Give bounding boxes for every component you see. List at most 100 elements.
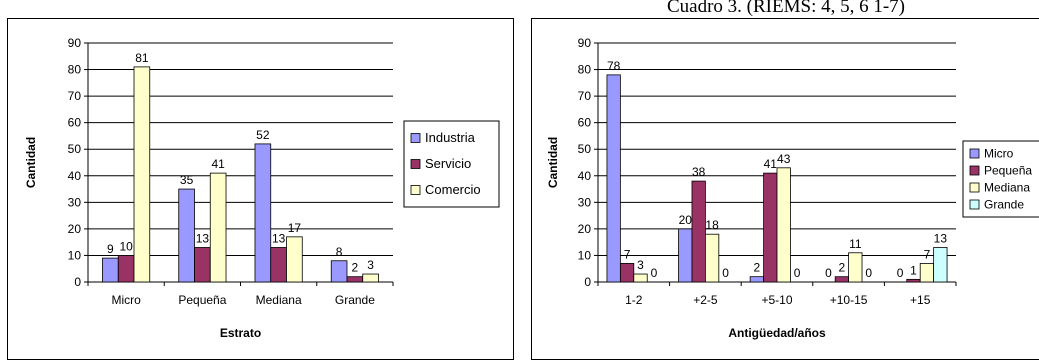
data-label-pequeña-4: 1 [910, 263, 917, 277]
bar-industria-1 [178, 188, 195, 283]
bar-mediana-3 [848, 252, 863, 283]
y-tick-label-8: 80 [68, 63, 82, 77]
data-label-comercio-3: 3 [367, 258, 374, 272]
y-tick-label-0: 0 [74, 275, 81, 289]
y-tick-label-8: 80 [578, 63, 592, 77]
data-label-pequeña-0: 7 [624, 247, 631, 261]
bar-mediana-1 [704, 233, 720, 283]
data-label-pequeña-1: 38 [692, 165, 706, 179]
x-tick-label-1: +2-5 [693, 293, 718, 307]
x-tick-label-2: Mediana [256, 293, 302, 307]
bar-industria-0 [102, 257, 119, 283]
data-label-pequeña-3: 2 [839, 261, 846, 275]
bar-comercio-2 [286, 236, 303, 283]
y-tick-label-1: 10 [578, 248, 592, 262]
bar-pequeña-1 [691, 180, 706, 283]
chart-estrato: 0 10 20 30 40 50 60 70 80 90 Micro Pequeña Mediana Gr… [24, 36, 500, 340]
data-label-servicio-0: 10 [119, 239, 133, 253]
data-label-servicio-3: 2 [352, 261, 359, 275]
data-label-industria-3: 8 [336, 245, 343, 259]
data-label-mediana-4: 7 [924, 247, 931, 261]
data-label-grande-1: 0 [722, 266, 729, 280]
data-label-grande-0: 0 [651, 266, 658, 280]
y-tick-label-2: 20 [68, 222, 82, 236]
legend-label-pequeña: Pequeña [984, 164, 1032, 178]
y-axis-title: Cantidad [24, 137, 38, 188]
y-tick-label-6: 60 [578, 116, 592, 130]
data-label-comercio-0: 81 [135, 51, 149, 65]
x-tick-label-0: Micro [111, 293, 141, 307]
page-header: Cuadro 3. (RIEMS: 4, 5, 6 1-7) [0, 0, 1039, 18]
x-tick-label-1: Pequeña [178, 293, 226, 307]
bar-servicio-1 [194, 247, 211, 283]
legend-swatch-grande [969, 199, 980, 210]
x-tick-label-2: +5-10 [761, 293, 792, 307]
legend-label-industria: Industria [425, 130, 476, 145]
header-text: Cuadro 3. (RIEMS: 4, 5, 6 1-7) [667, 0, 906, 17]
bar-mediana-0 [633, 273, 648, 283]
y-tick-label-9: 90 [68, 36, 82, 50]
y-tick-label-3: 30 [578, 195, 592, 209]
bar-pequeña-2 [763, 172, 778, 283]
legend-label-mediana: Mediana [984, 181, 1030, 195]
x-tick-label-3: +10-15 [830, 293, 868, 307]
y-tick-label-5: 50 [578, 142, 592, 156]
y-tick-label-1: 10 [68, 248, 82, 262]
data-label-industria-2: 52 [256, 128, 270, 142]
data-label-micro-2: 2 [754, 261, 761, 275]
y-tick-label-3: 30 [68, 195, 82, 209]
bar-micro-2 [749, 276, 764, 283]
data-label-mediana-0: 3 [637, 258, 644, 272]
data-label-comercio-1: 41 [211, 157, 225, 171]
y-tick-label-9: 90 [578, 36, 592, 50]
legend-label-servicio: Servicio [425, 156, 471, 171]
legend-label-micro: Micro [984, 147, 1014, 161]
bar-pequeña-3 [834, 276, 849, 283]
bar-servicio-3 [346, 276, 364, 283]
x-axis-title: Estrato [220, 326, 261, 340]
legend-swatch-servicio [410, 159, 421, 169]
data-label-industria-1: 35 [180, 173, 194, 187]
bar-pequeña-0 [619, 263, 635, 283]
x-tick-label-3: Grande [335, 293, 375, 307]
bar-mediana-4 [919, 263, 935, 283]
bar-industria-3 [330, 260, 348, 283]
bar-industria-2 [254, 143, 272, 283]
data-label-mediana-3: 11 [849, 237, 862, 251]
bar-mediana-2 [776, 167, 791, 283]
chart-panel-antiguedad: 0 10 20 30 40 50 60 70 80 90 1-2 +2-5 +5-10 +10-15 +15… [531, 18, 1039, 360]
legend-swatch-comercio [410, 185, 421, 195]
data-label-grande-3: 0 [865, 266, 872, 280]
bar-servicio-2 [270, 247, 287, 283]
legend-swatch-micro [969, 148, 980, 159]
data-label-grande-4: 13 [934, 231, 948, 245]
x-tick-label-4: +15 [910, 293, 931, 307]
data-label-micro-1: 20 [679, 213, 693, 227]
y-tick-label-5: 50 [68, 142, 82, 156]
data-label-grande-2: 0 [794, 266, 801, 280]
bar-servicio-0 [117, 255, 135, 283]
x-tick-label-0: 1-2 [625, 293, 643, 307]
legend-swatch-mediana [969, 182, 980, 193]
y-tick-label-7: 70 [68, 89, 82, 103]
data-label-mediana-2: 43 [777, 152, 791, 166]
data-label-servicio-2: 13 [272, 231, 286, 245]
y-tick-label-0: 0 [584, 275, 591, 289]
y-tick-label-2: 20 [578, 222, 592, 236]
data-label-industria-0: 9 [107, 242, 114, 256]
bar-micro-1 [678, 228, 693, 283]
data-label-micro-4: 0 [897, 266, 904, 280]
data-label-micro-3: 0 [825, 266, 832, 280]
bar-pequeña-4 [906, 278, 921, 283]
y-tick-label-4: 40 [578, 169, 592, 183]
data-label-micro-0: 78 [607, 59, 621, 73]
legend-swatch-pequeña [969, 165, 980, 176]
y-axis-title: Cantidad [546, 137, 560, 188]
y-tick-label-7: 70 [578, 89, 592, 103]
legend-swatch-industria [410, 133, 421, 143]
y-tick-label-4: 40 [68, 169, 82, 183]
legend-label-comercio: Comercio [425, 182, 481, 197]
chart-panel-estrato: 0 10 20 30 40 50 60 70 80 90 Micro Pequeña Mediana Gr… [7, 18, 514, 360]
bar-comercio-1 [209, 172, 227, 283]
